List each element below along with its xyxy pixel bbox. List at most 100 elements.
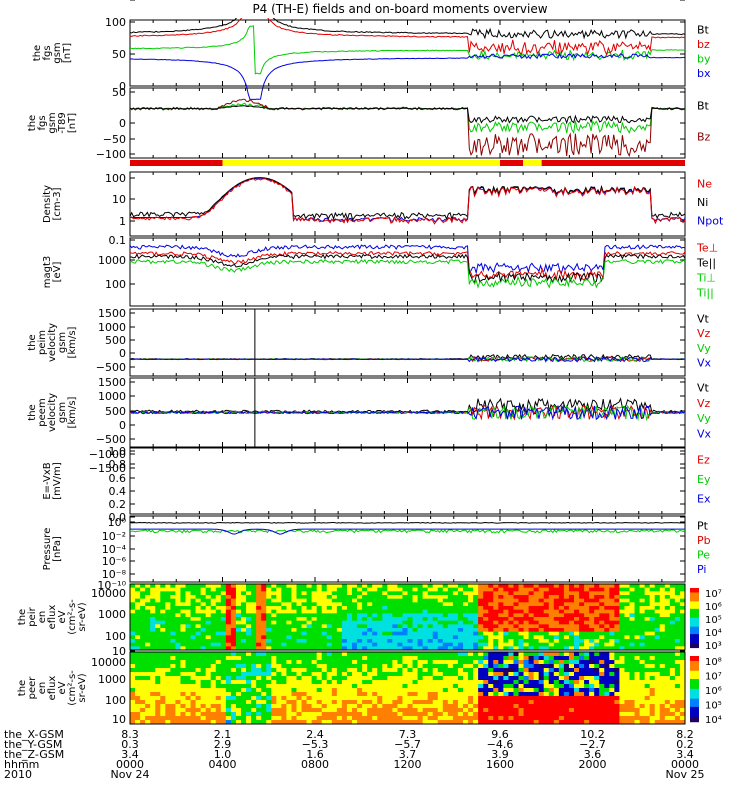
heatmap-cell [563,672,570,677]
heatmap-cell [130,664,136,669]
heatmap-cell [407,591,414,596]
heatmap-cell [321,716,328,721]
heatmap-cell [639,606,646,611]
heatmap-cell [145,620,151,625]
heatmap-cell [644,692,651,697]
heatmap-cell [155,652,161,657]
heatmap-cell [432,591,439,596]
heatmap-cell [301,595,308,600]
heatmap-cell [357,606,363,611]
heatmap-cell [478,617,484,622]
heatmap-cell [483,642,489,647]
heatmap-cell [417,704,424,709]
heatmap-cell [669,652,676,657]
heatmap-cell [316,602,323,607]
heatmap-cell [488,595,494,600]
heatmap-cell [205,620,212,625]
heatmap-cell [437,672,444,677]
heatmap-cell [372,639,378,644]
heatmap-cell [402,598,408,603]
heatmap-cell [679,672,686,677]
heatmap-cell [548,696,555,701]
heatmap-cell [528,602,535,607]
y-axis-label-line: peer [27,676,38,700]
heatmap-cell [145,587,151,592]
heatmap-cell [654,720,661,725]
heatmap-cell [452,587,459,592]
heatmap-cell [674,708,681,713]
heatmap-cell [321,591,328,596]
heatmap-cell [382,639,388,644]
heatmap-cell [538,617,545,622]
heatmap-cell [452,716,459,721]
heatmap-cell [372,595,378,600]
heatmap-cell [160,598,166,603]
heatmap-cell [266,676,272,681]
heatmap-cell [619,609,625,614]
heatmap-cell [614,704,620,709]
heatmap-cell [553,620,560,625]
heatmap-cell [160,692,166,697]
heatmap-cell [220,628,227,633]
heatmap-cell [352,635,358,640]
heatmap-cell [326,684,333,689]
heatmap-cell [543,602,550,607]
heatmap-cell [357,692,363,697]
heatmap-cell [568,684,575,689]
heatmap-cell [609,609,615,614]
heatmap-cell [558,716,565,721]
heatmap-cell [235,602,242,607]
colorbar-cell [690,604,699,607]
heatmap-cell [609,628,615,633]
heatmap-cell [442,664,449,669]
colorbar-label: 10⁵ [705,701,722,712]
heatmap-cell [473,602,479,607]
heatmap-cell [397,652,403,657]
heatmap-cell [478,676,484,681]
heatmap-cell [442,716,449,721]
heatmap-cell [442,628,449,633]
heatmap-cell [574,631,580,636]
heatmap-cell [513,584,519,589]
heatmap-cell [291,606,297,611]
heatmap-cell [533,656,540,661]
heatmap-cell [407,646,414,651]
heatmap-cell [286,716,292,721]
heatmap-cell [473,716,479,721]
heatmap-cell [210,631,217,636]
heatmap-cell [306,606,313,611]
heatmap-cell [170,584,176,589]
heatmap-cell [407,712,414,717]
heatmap-cell [387,712,393,717]
heatmap-cell [195,716,202,721]
heatmap-cell [235,680,242,685]
heatmap-cell [336,684,343,689]
heatmap-cell [170,635,176,640]
heatmap-cell [382,672,388,677]
heatmap-cell [558,700,565,705]
y-tick-label: −100 [96,0,126,3]
heatmap-cell [155,639,161,644]
heatmap-cell [452,672,459,677]
heatmap-cell [276,652,282,657]
heatmap-cell [523,684,530,689]
heatmap-cell [367,646,373,651]
heatmap-cell [170,606,176,611]
heatmap-cell [518,598,525,603]
heatmap-cell [225,617,232,622]
heatmap-cell [649,696,656,701]
heatmap-cell [574,628,580,633]
footer-row-label: 2010 [4,768,32,781]
panel-frame [129,19,686,87]
heatmap-cell [261,684,267,689]
heatmap-cell [629,704,636,709]
heatmap-cell [609,652,615,657]
heatmap-cell [291,664,297,669]
heatmap-cell [392,598,398,603]
series-pt [130,521,685,524]
heatmap-cell [664,660,671,665]
heatmap-cell [417,700,424,705]
heatmap-cell [281,712,287,717]
heatmap-cell [241,609,247,614]
heatmap-cell [589,639,595,644]
